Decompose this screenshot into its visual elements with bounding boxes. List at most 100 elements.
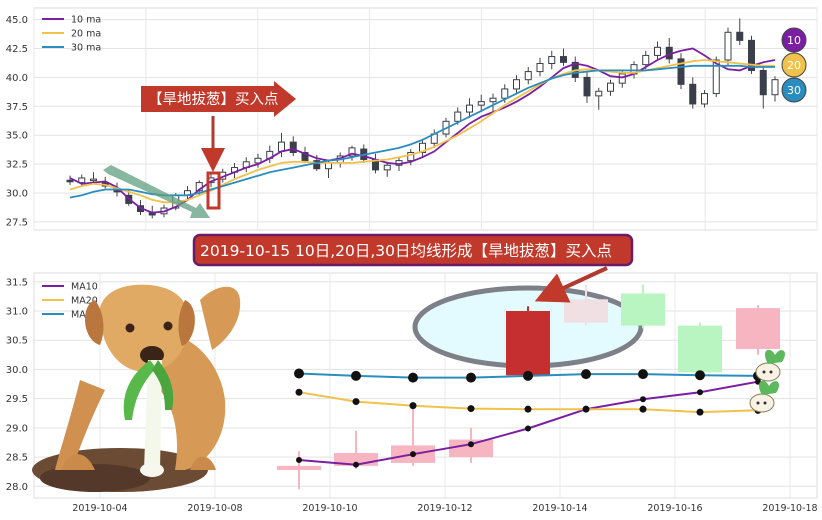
bottom-candle <box>621 293 665 326</box>
top-ma30-line <box>69 64 775 199</box>
top-candle <box>736 31 744 41</box>
bottom-ma20-point <box>467 405 475 413</box>
bottom-x-axis: 2019-10-04 2019-10-08 2019-10-10 2019-10-12… <box>72 503 817 514</box>
bottom-ma10-point <box>410 451 416 458</box>
top-candle <box>748 39 755 71</box>
bottom-legend-label: MA20 <box>71 296 98 307</box>
top-candle <box>454 111 462 122</box>
bottom-legend-label: MA30 <box>71 310 98 321</box>
top-candle <box>313 160 321 170</box>
top-candlestick-chart: 27.5 30.0 32.5 35.0 37.5 40.0 42.5 45.0 【旱地拔葱】买… <box>6 7 818 231</box>
top-y-tick: 30.0 <box>6 189 28 200</box>
bottom-ma10-point <box>353 461 359 468</box>
ma-badge-label: 30 <box>787 84 801 97</box>
top-candle <box>771 79 779 96</box>
ma-badge <box>781 27 807 53</box>
top-legend: 10 ma 20 ma 30 ma <box>42 15 101 54</box>
top-candle <box>595 90 603 97</box>
top-candle <box>254 157 262 164</box>
top-candle <box>301 152 309 162</box>
top-y-tick: 40.0 <box>6 73 28 84</box>
bottom-y-axis: 28.0 28.5 29.0 29.5 30.0 30.5 31.0 31.5 <box>6 277 28 493</box>
top-plot-area <box>33 7 818 231</box>
bottom-ma20-point <box>696 408 704 416</box>
bottom-x-tick: 2019-10-04 <box>72 503 127 514</box>
ma-badge-label: 20 <box>787 59 801 72</box>
bottom-y-tick: 30.0 <box>6 365 28 376</box>
bottom-x-tick: 2019-10-16 <box>647 503 702 514</box>
bottom-candlestick-chart: 28.0 28.5 29.0 29.5 30.0 30.5 31.0 31.5 2019-10… <box>6 266 818 514</box>
top-candle <box>724 31 732 61</box>
scallion-icon <box>755 349 785 382</box>
top-candle <box>677 58 685 85</box>
top-ma-lines <box>69 47 776 214</box>
bottom-candle <box>564 299 608 323</box>
bottom-ma30-point <box>466 372 476 383</box>
bottom-ma30-point <box>581 369 591 380</box>
bottom-ma20-point <box>352 398 360 406</box>
top-candle <box>642 54 650 66</box>
bottom-ma30-point <box>408 372 418 383</box>
top-y-axis: 27.5 30.0 32.5 35.0 37.5 40.0 42.5 45.0 <box>6 15 28 228</box>
bottom-ma20-point <box>295 388 303 396</box>
top-candle <box>618 73 626 84</box>
bottom-candle <box>678 325 722 373</box>
top-candle <box>348 147 356 157</box>
top-y-tick: 45.0 <box>6 15 28 26</box>
downtrend-arrow <box>103 165 210 218</box>
bottom-candle <box>449 439 493 458</box>
top-candle <box>90 178 97 182</box>
bottom-candles <box>277 284 780 490</box>
top-y-tick: 32.5 <box>6 160 28 171</box>
top-candle <box>289 141 297 154</box>
bottom-ma20-point <box>524 405 532 413</box>
top-candle <box>712 59 720 95</box>
top-y-tick: 42.5 <box>6 44 28 55</box>
bottom-candle <box>506 310 550 376</box>
bottom-ma10-point <box>697 389 703 396</box>
top-candle <box>607 82 614 92</box>
bottom-legend-label: MA10 <box>71 282 98 293</box>
ma-badges: 10 20 30 <box>781 27 807 103</box>
bottom-ma10-point <box>640 396 646 403</box>
bottom-y-tick: 28.0 <box>6 482 28 493</box>
ma-badge <box>781 77 807 103</box>
bottom-ma30-point <box>695 370 705 381</box>
bottom-ma10-point <box>525 425 531 432</box>
top-candle <box>325 162 332 170</box>
bottom-ma20-point <box>639 405 647 413</box>
bottom-candle <box>277 465 321 470</box>
scallion-icon <box>749 380 779 413</box>
ma-badge-label: 10 <box>787 34 801 47</box>
top-candle <box>513 79 520 90</box>
buy-point-label-arrow: 【旱地拔葱】买入点 <box>141 81 296 117</box>
buy-point-label: 【旱地拔葱】买入点 <box>148 91 279 108</box>
top-legend-label: 10 ma <box>71 15 101 26</box>
top-candles <box>66 18 779 219</box>
bottom-candle <box>736 308 780 349</box>
buy-point-box <box>206 171 221 210</box>
bottom-x-tick: 2019-10-12 <box>417 503 472 514</box>
bottom-x-tick: 2019-10-08 <box>187 503 242 514</box>
top-candle <box>278 141 285 152</box>
top-candle <box>477 101 485 106</box>
bottom-ma30-point <box>523 370 533 381</box>
bottom-ma30-point <box>294 368 304 379</box>
top-candle <box>560 56 567 63</box>
bottom-ma20-point <box>582 405 590 413</box>
bottom-ma10-point <box>296 457 302 464</box>
bottom-y-tick: 30.5 <box>6 336 28 347</box>
banner-text: 2019-10-15 10日,20日,30日均线形成【旱地拔葱】买入点 <box>200 242 612 260</box>
top-candle <box>689 83 697 105</box>
top-y-tick: 37.5 <box>6 102 28 113</box>
bottom-legend: MA10 MA20 MA30 <box>42 282 98 321</box>
top-candle <box>536 63 544 73</box>
top-grid <box>33 8 818 230</box>
top-candle <box>759 69 767 96</box>
bottom-y-tick: 28.5 <box>6 453 28 464</box>
top-y-tick: 35.0 <box>6 131 28 142</box>
top-candle <box>501 88 509 99</box>
bottom-x-tick: 2019-10-18 <box>762 503 817 514</box>
bottom-y-tick: 31.0 <box>6 306 28 317</box>
banner-pointer-arrow <box>534 266 608 303</box>
